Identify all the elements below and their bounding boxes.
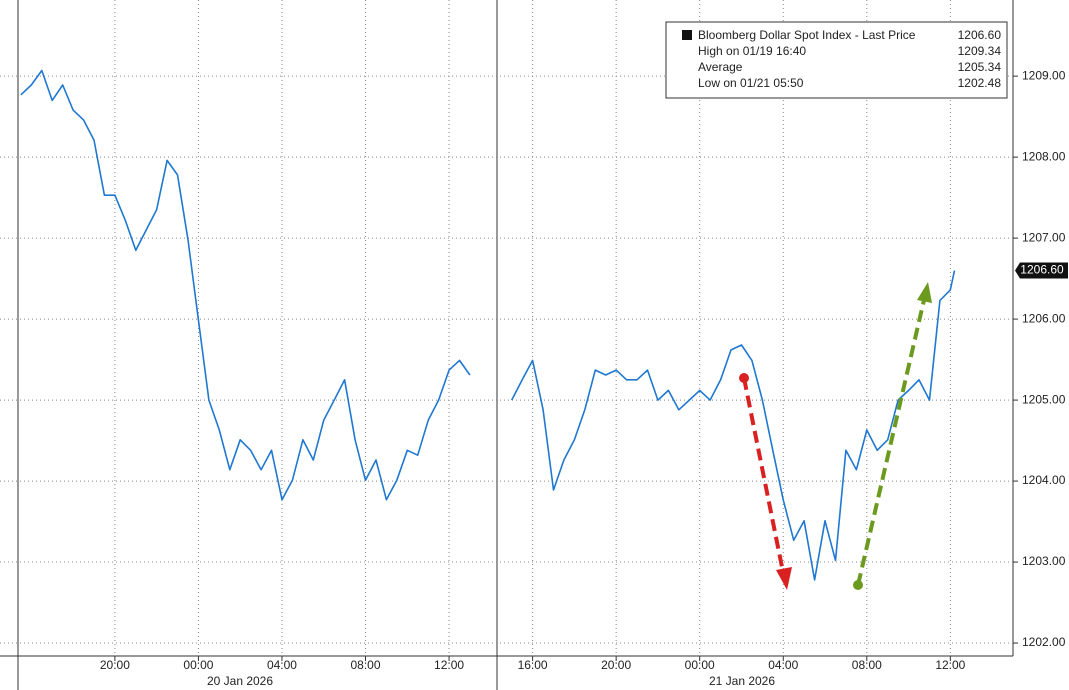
y-tick-label: 1202.00 — [1022, 635, 1066, 649]
annotation-arrows — [739, 282, 932, 590]
x-tick-label: 12:00 — [434, 658, 464, 672]
y-tick-label: 1209.00 — [1022, 68, 1066, 82]
last-price-label: 1206.60 — [1020, 263, 1064, 277]
x-tick-label: 00:00 — [183, 658, 213, 672]
x-tick-label: 00:00 — [685, 658, 715, 672]
y-tick-label: 1205.00 — [1022, 392, 1066, 406]
legend-label: Average — [698, 60, 743, 74]
legend-value: 1209.34 — [958, 44, 1002, 58]
arrowhead — [917, 282, 932, 303]
up-arrow — [856, 299, 926, 586]
arrowhead — [776, 567, 792, 590]
last-price-tag: 1206.60 — [1015, 262, 1068, 279]
legend-value: 1205.34 — [958, 60, 1002, 74]
legend-title: Bloomberg Dollar Spot Index - Last Price — [698, 28, 916, 42]
x-tick-label: 20:00 — [601, 658, 631, 672]
legend-label: High on 01/19 16:40 — [698, 44, 806, 58]
legend-value: 1206.60 — [958, 28, 1002, 42]
down-arrow — [742, 377, 785, 573]
price-line — [20, 69, 956, 581]
y-tick-label: 1206.00 — [1022, 311, 1066, 325]
x-tick-label: 20:00 — [100, 658, 130, 672]
x-tick-label: 08:00 — [350, 658, 380, 672]
date-label: 20 Jan 2026 — [207, 674, 273, 688]
legend: Bloomberg Dollar Spot Index - Last Price… — [665, 21, 1008, 99]
y-tick-label: 1207.00 — [1022, 230, 1066, 244]
legend-value: 1202.48 — [958, 76, 1002, 90]
x-tick-label: 04:00 — [267, 658, 297, 672]
x-tick-label: 16:00 — [518, 658, 548, 672]
y-tick-label: 1208.00 — [1022, 149, 1066, 163]
date-label: 21 Jan 2026 — [709, 674, 775, 688]
arrow-start — [853, 580, 863, 590]
x-tick-label: 04:00 — [768, 658, 798, 672]
legend-swatch — [682, 30, 692, 40]
y-tick-label: 1203.00 — [1022, 554, 1066, 568]
y-tick-label: 1204.00 — [1022, 473, 1066, 487]
x-tick-label: 08:00 — [852, 658, 882, 672]
arrow-start — [739, 373, 749, 383]
legend-label: Low on 01/21 05:50 — [698, 76, 804, 90]
last-price-bg — [1015, 262, 1068, 279]
legend-box — [665, 21, 1008, 99]
plot-area — [0, 0, 1013, 656]
marks: 1202.00 1203.00 1204.00 1205.00 1206.00 1207.… — [0, 0, 1066, 672]
x-tick-label: 12:00 — [935, 658, 965, 672]
